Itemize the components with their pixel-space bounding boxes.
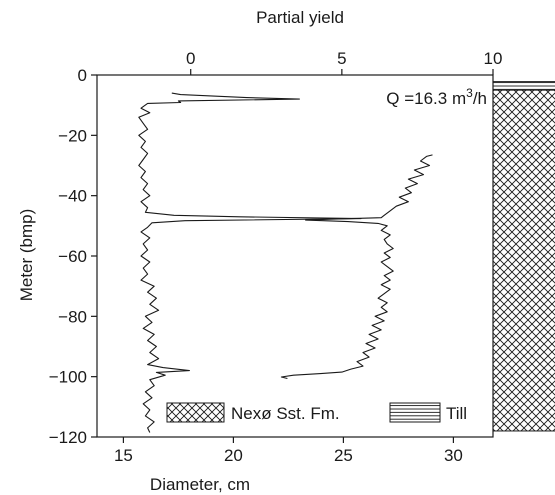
bottom-tick-label: 20 xyxy=(224,446,243,465)
plot-border xyxy=(96,74,494,438)
plot-frame xyxy=(96,74,494,438)
partial-yield-line xyxy=(280,154,433,380)
bottom-axis: 15 20 25 30 xyxy=(114,437,463,465)
bottom-tick-label: 25 xyxy=(334,446,353,465)
annotation-superscript: 3 xyxy=(466,86,473,100)
diameter-log-line xyxy=(138,92,362,433)
left-tick-label: −80 xyxy=(58,307,87,326)
top-axis: 0 5 10 xyxy=(186,49,502,75)
left-tick-label: −60 xyxy=(58,247,87,266)
top-tick-label: 0 xyxy=(186,49,195,68)
annotation-suffix: /h xyxy=(473,89,487,108)
left-tick-label: −20 xyxy=(58,126,87,145)
discharge-annotation: Q =16.3 m3/h xyxy=(386,86,487,108)
left-axis-title: Meter (bmp) xyxy=(17,209,36,302)
left-tick-label: −100 xyxy=(49,368,87,387)
sandstone-layer xyxy=(492,89,555,432)
legend-swatch-till xyxy=(389,402,441,423)
legend-label-till: Till xyxy=(446,404,467,423)
bottom-tick-label: 30 xyxy=(444,446,463,465)
legend-label-nexo: Nexø Sst. Fm. xyxy=(231,404,340,423)
legend-swatch-crosshatch xyxy=(166,402,225,423)
left-tick-label: −120 xyxy=(49,428,87,447)
annotation-prefix: Q =16.3 m xyxy=(386,89,466,108)
top-tick-label: 10 xyxy=(484,49,503,68)
left-tick-label: 0 xyxy=(78,66,87,85)
till-layer xyxy=(492,81,555,91)
data-series xyxy=(138,92,433,433)
legend: Nexø Sst. Fm. Till xyxy=(166,402,467,423)
lithology-column xyxy=(492,81,555,432)
bottom-tick-label: 15 xyxy=(114,446,133,465)
top-tick-label: 5 xyxy=(337,49,346,68)
left-axis: 0 −20 −40 −60 −80 −100 −120 xyxy=(49,66,97,447)
bottom-axis-title: Diameter, cm xyxy=(150,475,250,494)
left-tick-label: −40 xyxy=(58,187,87,206)
top-axis-title: Partial yield xyxy=(256,8,344,27)
